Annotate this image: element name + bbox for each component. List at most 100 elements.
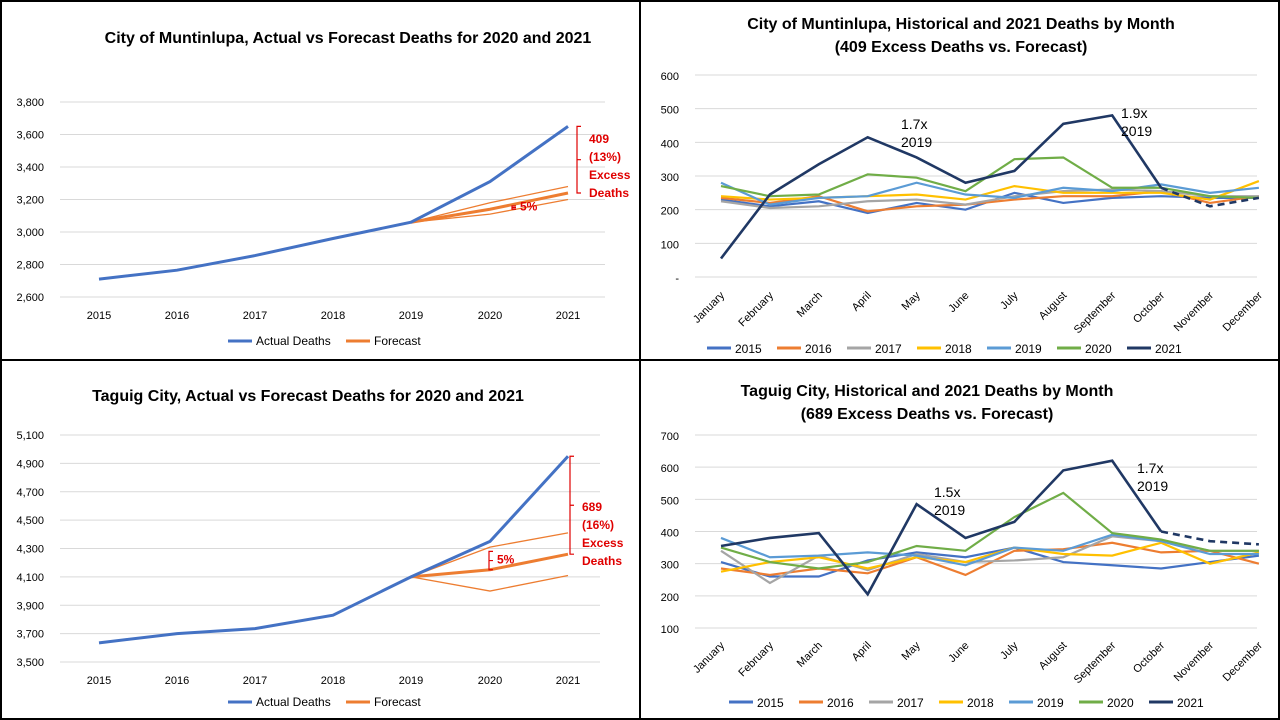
legend-label-2019: 2019 — [1037, 696, 1064, 710]
legend-label-2018: 2018 — [967, 696, 994, 710]
legend-label-actual: Actual Deaths — [256, 334, 331, 348]
y-tick-label: 5,100 — [16, 430, 44, 442]
legend-label-forecast: Forecast — [374, 334, 421, 348]
x-tick-label: 2016 — [165, 675, 189, 687]
x-tick-label: 2020 — [478, 310, 502, 322]
x-tick-label: October — [1131, 289, 1167, 325]
x-tick-label: August — [1037, 290, 1070, 323]
y-tick-label: 3,400 — [16, 162, 44, 174]
legend-label-2020: 2020 — [1085, 342, 1112, 356]
chart-title: Taguig City, Actual vs Forecast Deaths f… — [92, 388, 524, 405]
x-tick-label: December — [1221, 289, 1266, 334]
series-line-2015 — [720, 546, 1260, 578]
x-tick-label: 2020 — [478, 675, 502, 687]
y-tick-label: 200 — [661, 592, 679, 604]
y-tick-label: 600 — [661, 463, 679, 475]
series-line-2021 — [719, 113, 1163, 260]
x-tick-label: May — [900, 639, 924, 663]
y-tick-label: 4,700 — [16, 487, 44, 499]
y-tick-label: 4,100 — [16, 572, 44, 584]
taguig-monthly-chart: Taguig City, Historical and 2021 Deaths … — [661, 383, 1266, 710]
y-tick-label: 300 — [661, 172, 679, 184]
y-tick-label: 3,200 — [16, 195, 44, 207]
y-tick-label: 3,800 — [16, 97, 44, 109]
x-tick-label: 2015 — [87, 675, 111, 687]
series-line-2021 — [720, 459, 1163, 597]
legend-label-2017: 2017 — [897, 696, 924, 710]
taguig-annual-chart: Taguig City, Actual vs Forecast Deaths f… — [16, 388, 623, 709]
legend-label-2015: 2015 — [735, 342, 762, 356]
chart-title-line: Taguig City, Historical and 2021 Deaths … — [741, 383, 1114, 400]
x-tick-label: 2021 — [556, 675, 580, 687]
chart-title-line: City of Muntinlupa, Historical and 2021 … — [747, 16, 1175, 33]
actual-deaths-line — [98, 455, 570, 645]
legend-label-2016: 2016 — [827, 696, 854, 710]
forecast-lower-line — [410, 574, 569, 592]
x-tick-label: 2019 — [399, 310, 423, 322]
multiplier-annotation: 2019 — [901, 134, 932, 150]
y-tick-label: - — [675, 273, 679, 285]
x-tick-label: 2018 — [321, 310, 345, 322]
muntinlupa-monthly-chart: City of Muntinlupa, Historical and 2021 … — [661, 16, 1266, 356]
series-line-2020 — [720, 491, 1259, 570]
muntinlupa-annual-chart: City of Muntinlupa, Actual vs Forecast D… — [16, 30, 631, 348]
x-tick-label: 2017 — [243, 310, 267, 322]
x-tick-label: March — [795, 640, 825, 670]
y-tick-label: 3,600 — [16, 130, 44, 142]
forecast-line — [410, 191, 569, 224]
series-line-2018 — [720, 541, 1260, 573]
x-tick-label: September — [1072, 639, 1119, 686]
x-tick-label: November — [1172, 639, 1217, 684]
small-bracket-label: 5% — [497, 553, 515, 567]
y-tick-label: 3,700 — [16, 629, 44, 641]
muntinlupa-annual-panel: City of Muntinlupa, Actual vs Forecast D… — [0, 0, 641, 361]
y-tick-label: 700 — [661, 431, 679, 443]
excess-label-line: Deaths — [589, 186, 629, 200]
multiplier-annotation: 2019 — [1121, 123, 1152, 139]
legend-label-actual: Actual Deaths — [256, 695, 331, 709]
forecast-lower-line — [410, 198, 569, 223]
x-tick-label: April — [850, 640, 874, 664]
forecast-upper-line — [410, 532, 569, 578]
x-tick-label: 2019 — [399, 675, 423, 687]
x-tick-label: March — [795, 290, 825, 320]
legend-label-2015: 2015 — [757, 696, 784, 710]
multiplier-annotation: 2019 — [1137, 478, 1168, 494]
actual-deaths-line — [98, 125, 569, 281]
series-line-2016 — [720, 541, 1260, 577]
x-tick-label: November — [1172, 289, 1217, 334]
x-tick-label: October — [1131, 639, 1167, 675]
multiplier-annotation: 1.9x — [1121, 105, 1147, 121]
excess-label-line: Deaths — [582, 554, 622, 568]
y-tick-label: 3,500 — [16, 657, 44, 669]
x-tick-label: August — [1037, 640, 1070, 673]
chart-title-line: (409 Excess Deaths vs. Forecast) — [835, 39, 1088, 56]
chart-title-line: (689 Excess Deaths vs. Forecast) — [801, 406, 1054, 423]
x-tick-label: September — [1072, 289, 1119, 336]
x-tick-label: April — [850, 290, 874, 314]
x-tick-label: January — [691, 289, 728, 326]
x-tick-label: February — [736, 639, 776, 679]
x-tick-label: 2017 — [243, 675, 267, 687]
excess-bracket — [569, 455, 574, 555]
legend-label-2020: 2020 — [1107, 696, 1134, 710]
y-tick-label: 4,300 — [16, 544, 44, 556]
series-line-2017 — [720, 188, 1259, 210]
taguig-monthly-panel: Taguig City, Historical and 2021 Deaths … — [639, 359, 1280, 720]
y-tick-label: 600 — [661, 71, 679, 83]
y-tick-label: 500 — [661, 495, 679, 507]
x-tick-label: 2016 — [165, 310, 189, 322]
muntinlupa-monthly-panel: City of Muntinlupa, Historical and 2021 … — [639, 0, 1280, 361]
x-tick-label: 2018 — [321, 675, 345, 687]
excess-label-line: 689 — [582, 500, 602, 514]
excess-label-line: Excess — [589, 168, 631, 182]
x-tick-label: July — [998, 289, 1021, 312]
series-line-2020 — [720, 156, 1259, 199]
multiplier-annotation: 2019 — [934, 502, 965, 518]
y-tick-label: 2,800 — [16, 260, 44, 272]
x-tick-label: 2021 — [556, 310, 580, 322]
y-tick-label: 3,000 — [16, 227, 44, 239]
x-tick-label: June — [946, 290, 971, 315]
x-tick-label: January — [691, 639, 728, 676]
